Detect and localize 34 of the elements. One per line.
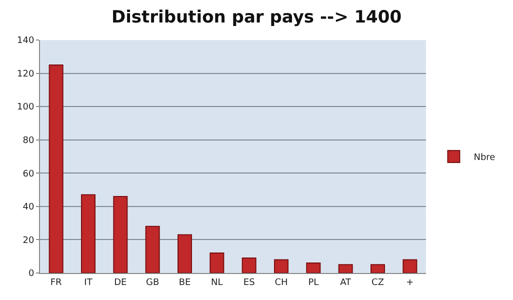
bar [370, 264, 385, 273]
y-tick-label: 0 [28, 269, 34, 280]
x-tick-label: BE [178, 278, 191, 288]
x-tick-label: IT [84, 278, 93, 288]
y-tick-label: 80 [22, 136, 34, 146]
bar [306, 262, 321, 273]
bar [402, 259, 418, 273]
x-tick-label: CH [274, 278, 288, 288]
bar [145, 226, 160, 273]
bar [274, 259, 289, 273]
bar [48, 64, 64, 273]
x-tick-label: NL [211, 278, 223, 288]
legend-label: Nbre [474, 153, 496, 164]
y-tick-label: 60 [22, 169, 34, 180]
y-tick-label: 100 [17, 102, 34, 113]
x-tick-label: PL [308, 278, 319, 288]
x-tick-label: AT [340, 278, 352, 288]
y-tick-label: 40 [22, 202, 34, 213]
bar [338, 264, 353, 273]
bar [178, 234, 192, 273]
x-tick-label: GB [146, 278, 160, 288]
x-tick-label: + [406, 278, 414, 288]
bar [81, 194, 96, 273]
bar [242, 258, 256, 273]
x-tick-label: CZ [372, 278, 384, 288]
bar [113, 196, 128, 273]
y-tick-label: 140 [17, 36, 34, 46]
x-tick-label: DE [114, 278, 128, 288]
x-tick-label: FR [50, 278, 62, 288]
bar [210, 252, 224, 273]
x-tick-label: ES [243, 278, 256, 288]
y-tick-label: 120 [17, 69, 34, 80]
chart-title: Distribution par pays --> 1400 [111, 7, 402, 28]
y-tick-label: 20 [22, 236, 34, 246]
